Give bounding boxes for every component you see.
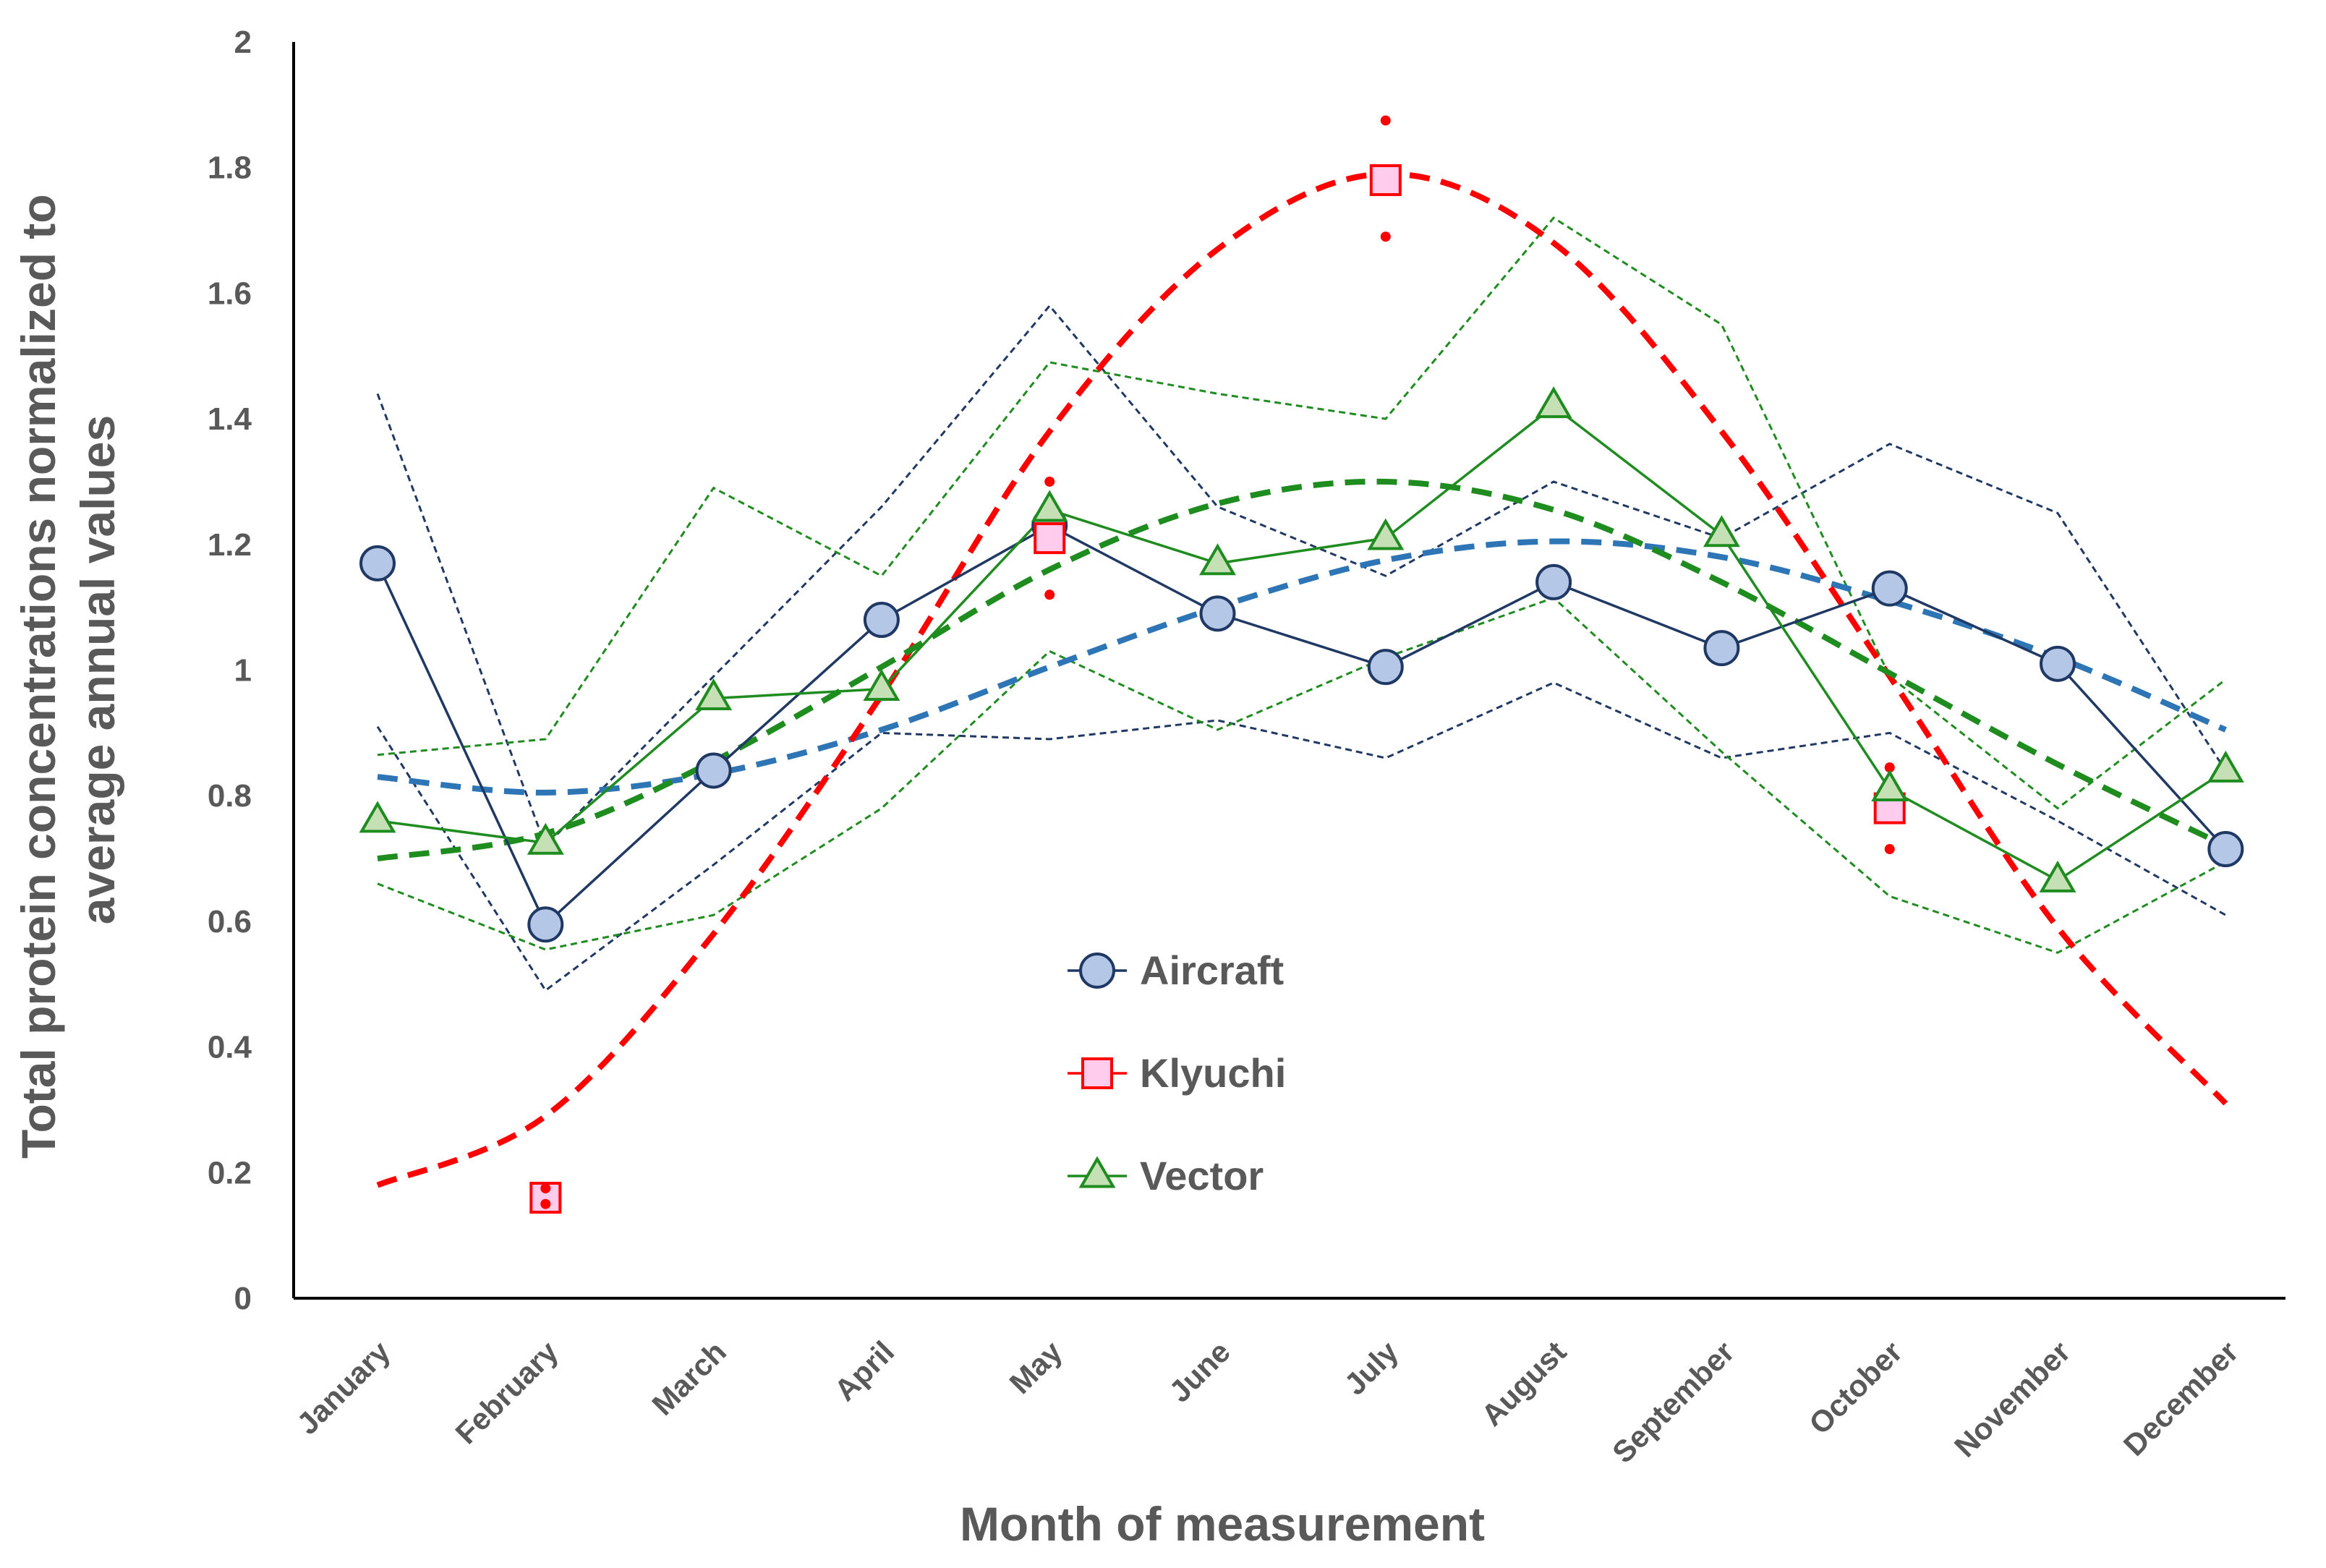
y-tick-label: 0.8: [208, 778, 252, 814]
x-tick-label: November: [1948, 1334, 2076, 1463]
aircraft-trend-line: [377, 538, 2227, 796]
legend-aircraft-label: Aircraft: [1140, 947, 1284, 993]
aircraft-marker: [1367, 649, 1404, 686]
legend-klyuchi-label: Klyuchi: [1140, 1050, 1286, 1096]
klyuchi-sample-point: [1380, 115, 1391, 126]
x-tick-labels: January February March April May June July Augu…: [290, 1334, 2244, 1470]
vector-marker: [1703, 515, 1740, 547]
y-tick-label: 0: [234, 1281, 252, 1316]
aircraft-upper-line: [376, 304, 2227, 848]
vector-marker: [1199, 543, 1236, 576]
aircraft-marker: [2040, 645, 2076, 682]
y-tick-label: 1.4: [208, 401, 252, 437]
aircraft-marker: [1199, 595, 1236, 632]
x-tick-label: July: [1337, 1334, 1405, 1402]
legend-klyuchi-marker: [1081, 1057, 1113, 1089]
klyuchi-trend-line: [376, 171, 2228, 1188]
aircraft-marker: [1703, 630, 1740, 667]
y-axis-title: Total protein concentrations normalized …: [12, 181, 124, 1159]
x-tick-label: May: [1003, 1334, 1069, 1400]
legend-aircraft-marker: [1079, 953, 1115, 989]
legend-vector-label: Vector: [1140, 1153, 1264, 1198]
aircraft-marker: [527, 906, 564, 943]
klyuchi-sample-point: [540, 1198, 551, 1209]
bands-layer: [376, 216, 2227, 992]
klyuchi-sample-point: [1380, 231, 1391, 242]
x-tick-label: June: [1162, 1334, 1237, 1409]
markers-layer: [359, 115, 2244, 1214]
vector-marker: [695, 678, 733, 711]
klyuchi-sample-point: [1044, 476, 1055, 487]
y-tick-label: 0.2: [208, 1155, 252, 1190]
klyuchi-marker: [1369, 164, 1402, 197]
y-tick-label: 0.4: [208, 1030, 252, 1065]
y-axis-title-line-1: Total protein concentrations normalized …: [12, 194, 65, 1159]
vector-lower-line: [377, 596, 2227, 954]
x-axis-title: Month of measurement: [960, 1497, 1485, 1551]
aircraft-marker: [863, 602, 900, 639]
x-tick-label: January: [290, 1334, 397, 1441]
y-tick-labels: 0 0.2 0.4 0.6 0.8 1 1.2 1.4 1.6 1.8 2: [208, 25, 252, 1316]
vector-marker: [1031, 490, 1068, 522]
x-tick-label: August: [1475, 1334, 1573, 1433]
klyuchi-sample-point: [540, 1183, 551, 1194]
x-tick-label: September: [1606, 1334, 1741, 1470]
y-tick-label: 2: [234, 25, 252, 60]
klyuchi-sample-point: [1044, 589, 1055, 600]
vector-marker: [1871, 769, 1909, 801]
klyuchi-sample-point: [1884, 762, 1895, 773]
x-tick-label: February: [448, 1334, 565, 1451]
y-tick-label: 1.6: [208, 276, 252, 311]
y-tick-label: 1: [234, 653, 252, 689]
aircraft-marker: [359, 545, 396, 581]
vector-marker: [2207, 750, 2244, 783]
vector-series-line: [377, 404, 2227, 882]
trend-layer: [376, 171, 2228, 1188]
legend: Aircraft Klyuchi Vector: [1068, 947, 1286, 1198]
vector-marker: [1367, 518, 1405, 550]
legend-vector-marker: [1078, 1156, 1116, 1188]
y-tick-label: 1.8: [208, 150, 252, 186]
y-tick-label: 1.2: [208, 527, 252, 563]
vector-marker: [2039, 860, 2076, 892]
aircraft-marker: [1871, 570, 1908, 607]
aircraft-series-line: [376, 524, 2227, 927]
vector-trend-line: [377, 478, 2228, 862]
vector-marker: [1535, 386, 1572, 419]
vector-marker: [863, 669, 900, 701]
x-tick-label: April: [827, 1334, 900, 1407]
vector-marker: [359, 801, 396, 833]
x-tick-label: December: [2117, 1334, 2245, 1462]
klyuchi-marker: [1034, 522, 1066, 555]
aircraft-marker: [2207, 831, 2244, 868]
aircraft-marker: [1535, 563, 1572, 600]
series-lines-layer: [376, 404, 2227, 927]
vector-upper-line: [377, 216, 2227, 810]
vector-marker: [527, 822, 564, 855]
klyuchi-sample-point: [1884, 844, 1895, 855]
aircraft-marker: [695, 752, 732, 789]
y-tick-label: 0.6: [208, 904, 252, 939]
x-tick-label: October: [1802, 1334, 1909, 1441]
aircraft-lower-line: [376, 681, 2227, 992]
y-axis-title-line-2: average annual values: [71, 415, 124, 924]
x-tick-label: March: [645, 1334, 733, 1422]
axes-layer: [292, 42, 2285, 1300]
